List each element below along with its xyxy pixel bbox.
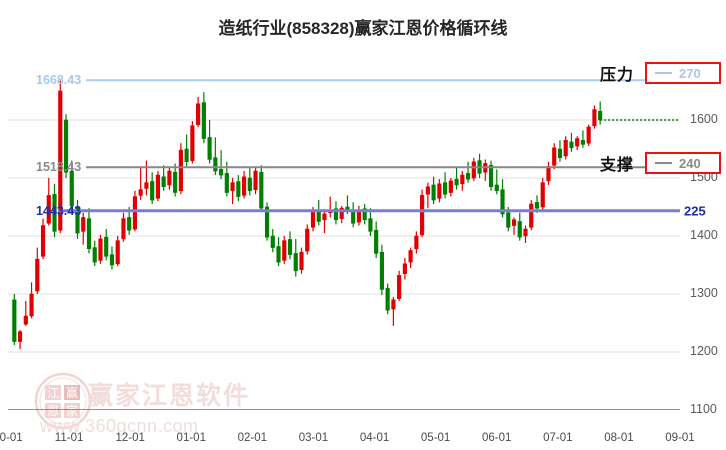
support-line-swatch (655, 162, 672, 164)
date-tick-03-01: 03-01 (298, 432, 329, 444)
svg-text:家: 家 (66, 403, 78, 418)
support-line-right-value: 225 (684, 203, 706, 219)
page-title: 造纸行业(858328)赢家江恩价格循环线 (218, 19, 508, 38)
support-legend-box[interactable]: 240 (645, 152, 721, 174)
price-tick-1400: 1400 (690, 228, 718, 242)
date-tick-10-01: 10-01 (0, 432, 23, 444)
date-tick-09-01: 09-01 (665, 432, 695, 444)
watermark-seal-icon: 江 赢 恩 家 (34, 372, 92, 430)
svg-text:恩: 恩 (47, 404, 59, 418)
resistance-legend-box[interactable]: 270 (645, 62, 721, 84)
date-tick-04-01: 04-01 (359, 432, 390, 444)
svg-text:江: 江 (47, 386, 59, 400)
date-tick-06-01: 06-01 (482, 432, 512, 444)
date-tick-07-01: 07-01 (543, 432, 573, 444)
candlestick-canvas (8, 79, 680, 410)
date-tick-11-01: 11-01 (54, 432, 84, 444)
resistance-line-swatch (655, 72, 672, 74)
watermark-url: www.360gcnn.com (40, 416, 199, 436)
resistance-legend-label: 压力 (600, 67, 635, 84)
plot-area[interactable] (8, 62, 680, 410)
support-line-label: 1443.43 (36, 203, 82, 218)
resistance-legend-value: 270 (679, 65, 701, 81)
price-tick-1600: 1600 (690, 112, 718, 126)
date-tick-12-01: 12-01 (115, 432, 145, 444)
date-tick-02-01: 02-01 (237, 432, 268, 444)
price-tick-1300: 1300 (690, 286, 718, 300)
price-tick-1200: 1200 (690, 344, 718, 358)
support-legend-value: 240 (679, 155, 701, 171)
support-legend-label: 支撑 (600, 157, 635, 174)
date-tick-08-01: 08-01 (604, 432, 634, 444)
resistance-line-label: 1668.43 (36, 73, 82, 88)
date-tick-05-01: 05-01 (420, 432, 451, 444)
watermark-brand: 赢家江恩软件 (88, 382, 251, 410)
price-tick-1100: 1100 (690, 402, 717, 416)
date-tick-01-01: 01-01 (176, 432, 206, 444)
svg-text:赢: 赢 (66, 385, 78, 400)
middle-line-label: 1518.43 (36, 160, 82, 175)
